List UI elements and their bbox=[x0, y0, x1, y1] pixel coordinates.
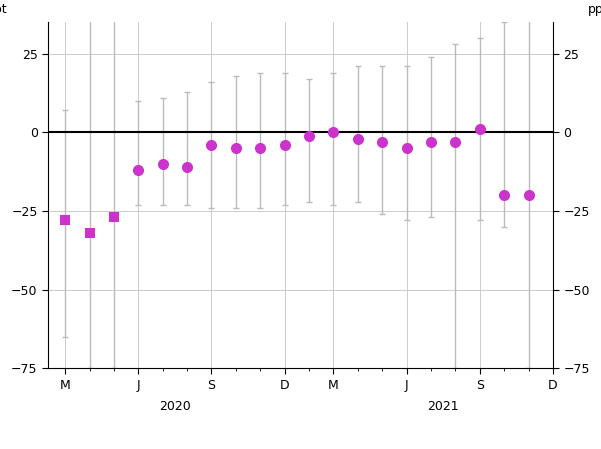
Text: 2021: 2021 bbox=[427, 400, 459, 413]
Text: ppt: ppt bbox=[588, 3, 601, 16]
Text: ppt: ppt bbox=[0, 3, 8, 16]
Text: 2020: 2020 bbox=[159, 400, 191, 413]
